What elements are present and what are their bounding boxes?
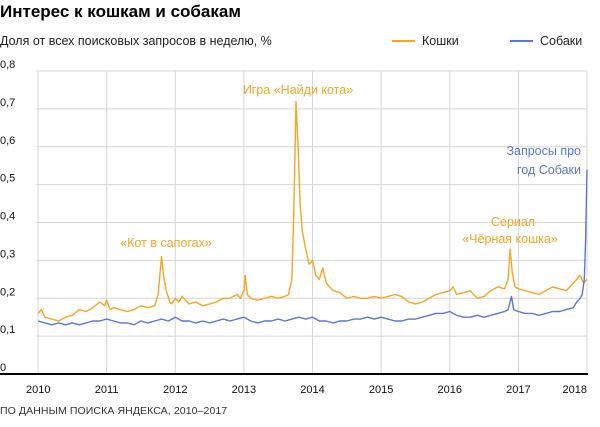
x-tick-label: 2013 — [232, 384, 256, 396]
x-tick-label: 2015 — [369, 384, 393, 396]
x-axis-labels: 2010 2011 2012 2013 2014 2015 2016 2017 2018 — [26, 384, 587, 396]
y-axis-labels: 0 0,1 0,2 0,3 0,4 0,5 0,6 0,7 0,8 — [0, 59, 15, 374]
legend-label-cats: Кошки — [422, 34, 459, 48]
annotation-label: «Чёрная кошка» — [462, 232, 558, 246]
legend-label-dogs: Собаки — [540, 34, 583, 48]
x-tick-label: 2010 — [26, 384, 50, 396]
y-tick-label: 0,3 — [0, 248, 15, 260]
y-tick-label: 0,2 — [0, 286, 15, 298]
legend-swatch-dogs — [510, 40, 533, 42]
y-tick-label: 0,1 — [0, 324, 15, 336]
x-tick-label: 2012 — [163, 384, 187, 396]
y-tick-label: 0,5 — [0, 173, 15, 185]
legend-item-cats: Кошки — [392, 34, 459, 48]
source-footer: ПО ДАННЫМ ПОИСКА ЯНДЕКСА, 2010–2017 — [0, 405, 228, 417]
annotation-label: год Собаки — [517, 163, 581, 177]
chart-grid — [0, 70, 588, 375]
y-tick-label: 0 — [0, 362, 6, 374]
x-tick-label: 2011 — [95, 384, 119, 396]
y-tick-label: 0,6 — [0, 135, 15, 147]
chart-annotations: «Кот в сапогах» Игра «Найди кота» Сериал «Ч… — [120, 83, 581, 250]
legend-item-dogs: Собаки — [510, 34, 582, 48]
series-line-dogs — [37, 169, 588, 326]
chart-series — [37, 100, 588, 326]
annotation-label: «Кот в сапогах» — [120, 236, 212, 250]
y-tick-label: 0,8 — [0, 59, 15, 71]
x-tick-label: 2014 — [300, 384, 324, 396]
legend-swatch-cats — [392, 40, 415, 42]
chart-subtitle: Доля от всех поисковых запросов в неделю… — [0, 34, 272, 48]
annotation-label: Игра «Найди кота» — [243, 83, 353, 97]
x-tick-label: 2016 — [438, 384, 462, 396]
annotation-label: Запросы про — [506, 144, 581, 158]
y-tick-label: 0,4 — [0, 211, 15, 223]
chart-title: Интерес к кошкам и собакам — [0, 2, 241, 21]
x-tick-label: 2017 — [506, 384, 530, 396]
x-tick-label: 2018 — [563, 384, 587, 396]
series-line-cats — [37, 100, 588, 322]
annotation-label: Сериал — [491, 215, 535, 229]
y-tick-label: 0,7 — [0, 97, 15, 109]
